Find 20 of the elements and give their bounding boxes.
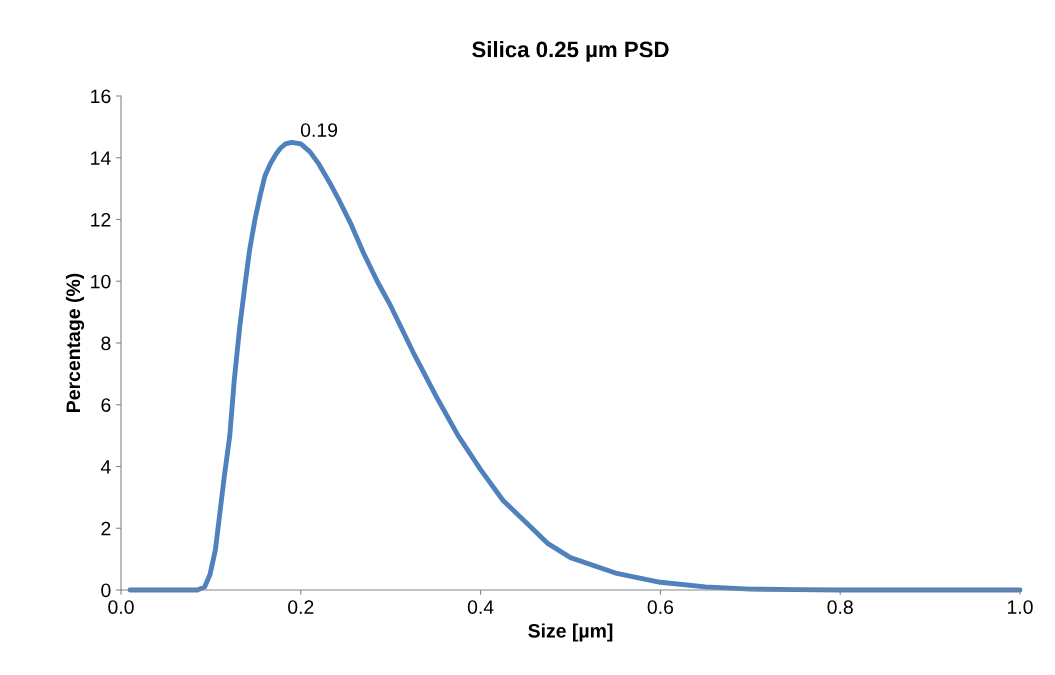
y-tick-label: 2 xyxy=(101,521,111,536)
x-tick-label: 1.0 xyxy=(1007,600,1033,614)
y-tick-label: 12 xyxy=(91,212,111,227)
chart-title: Silica 0.25 µm PSD xyxy=(472,41,669,62)
x-tick-label: 0.2 xyxy=(288,600,314,614)
y-tick-label: 0 xyxy=(101,583,111,598)
line-series xyxy=(127,139,1023,593)
x-tick-label: 0.0 xyxy=(108,600,134,614)
x-axis-title: Size [µm] xyxy=(528,623,613,642)
y-tick-label: 10 xyxy=(91,274,111,289)
y-tick-label: 8 xyxy=(101,336,111,351)
y-tick-label: 6 xyxy=(101,398,111,412)
y-tick-label: 16 xyxy=(91,89,111,104)
x-tick-label: 0.6 xyxy=(647,600,674,614)
y-tick-label: 14 xyxy=(91,151,111,165)
y-tick-label: 4 xyxy=(100,460,111,474)
x-tick-label: 0.8 xyxy=(827,600,853,614)
y-axis-title: Percentage (%) xyxy=(65,273,85,412)
x-tick-label: 0.4 xyxy=(467,600,494,614)
annotation: 0.19 xyxy=(300,123,338,137)
